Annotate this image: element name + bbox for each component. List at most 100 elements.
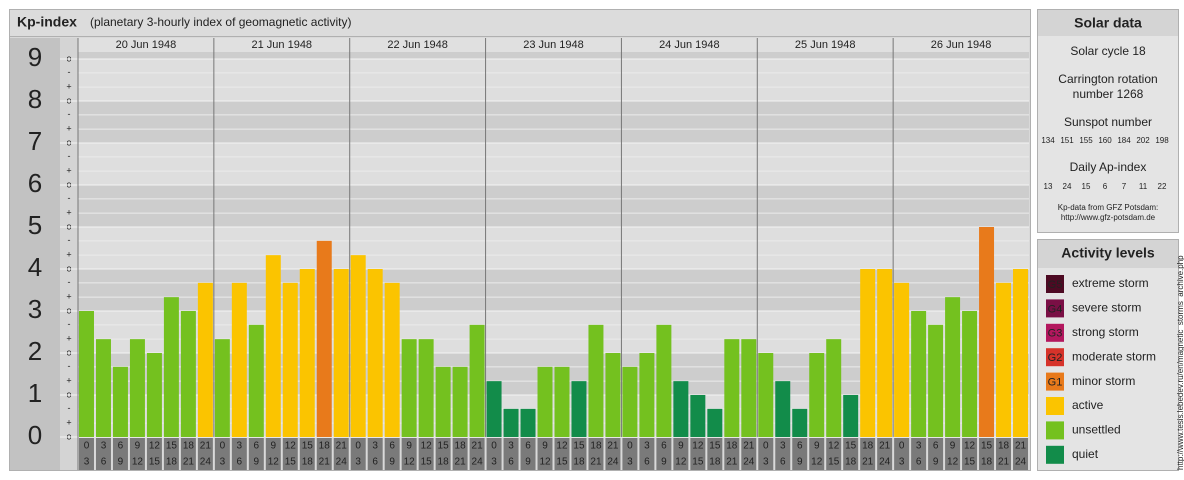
hour-box bbox=[79, 438, 94, 470]
chart-header bbox=[10, 10, 1030, 36]
bar bbox=[163, 297, 179, 437]
minor-tick-label: - bbox=[68, 151, 71, 161]
bar bbox=[333, 269, 349, 437]
minor-label-column bbox=[60, 38, 78, 470]
hour-start: 15 bbox=[166, 441, 178, 452]
hour-start: 21 bbox=[200, 441, 212, 452]
bar bbox=[435, 366, 451, 437]
bar bbox=[146, 353, 162, 437]
hour-end: 6 bbox=[644, 457, 650, 468]
hour-end: 18 bbox=[845, 457, 857, 468]
hour-start: 0 bbox=[899, 441, 905, 452]
sunspot-value: 155 bbox=[1079, 136, 1093, 145]
bar bbox=[384, 282, 400, 437]
hour-start: 6 bbox=[661, 441, 667, 452]
hour-start: 12 bbox=[421, 441, 433, 452]
hour-start: 15 bbox=[709, 441, 721, 452]
hour-start: 21 bbox=[607, 441, 619, 452]
hour-end: 6 bbox=[916, 457, 922, 468]
hour-start: 15 bbox=[438, 441, 450, 452]
bar bbox=[79, 311, 94, 437]
hour-start: 3 bbox=[508, 441, 514, 452]
hour-start: 0 bbox=[763, 441, 769, 452]
hour-end: 18 bbox=[438, 457, 450, 468]
minor-tick-label: + bbox=[66, 124, 71, 134]
hour-end: 9 bbox=[389, 457, 395, 468]
hour-box bbox=[996, 438, 1012, 470]
bar bbox=[775, 381, 791, 437]
hour-start: 15 bbox=[573, 441, 585, 452]
hour-start: 18 bbox=[726, 441, 738, 452]
hour-start: 15 bbox=[845, 441, 857, 452]
minor-tick-label: o bbox=[66, 137, 71, 147]
bar bbox=[639, 353, 655, 437]
hour-box bbox=[486, 438, 502, 470]
hour-end: 21 bbox=[183, 457, 195, 468]
band bbox=[78, 185, 1029, 227]
minor-tick-label: + bbox=[66, 418, 71, 428]
hour-box bbox=[724, 438, 740, 470]
solar-header bbox=[1038, 10, 1178, 36]
minor-tick-label: - bbox=[68, 277, 71, 287]
hour-start: 18 bbox=[862, 441, 874, 452]
sunspot-value: 202 bbox=[1136, 136, 1150, 145]
bar bbox=[520, 408, 536, 437]
bar bbox=[282, 282, 298, 437]
hour-box bbox=[605, 438, 621, 470]
hour-start: 3 bbox=[780, 441, 786, 452]
ap-value: 22 bbox=[1158, 182, 1167, 191]
bar bbox=[537, 366, 553, 437]
hour-box bbox=[860, 438, 876, 470]
hour-start: 18 bbox=[590, 441, 602, 452]
y-label-column bbox=[10, 38, 60, 470]
level-swatch bbox=[1046, 275, 1064, 293]
bar bbox=[843, 395, 859, 437]
hour-start: 6 bbox=[933, 441, 939, 452]
bar bbox=[180, 311, 196, 437]
bar bbox=[588, 324, 604, 437]
minor-tick-label: o bbox=[66, 389, 71, 399]
minor-tick-label: - bbox=[68, 403, 71, 413]
bar bbox=[758, 353, 774, 437]
minor-tick-label: o bbox=[66, 347, 71, 357]
hour-start: 12 bbox=[285, 441, 297, 452]
hour-box bbox=[826, 438, 842, 470]
minor-tick-label: - bbox=[68, 235, 71, 245]
hour-end: 24 bbox=[879, 457, 891, 468]
bar bbox=[945, 297, 961, 437]
hour-start: 3 bbox=[372, 441, 378, 452]
hour-end: 9 bbox=[525, 457, 531, 468]
minor-tick-label: - bbox=[68, 319, 71, 329]
y-tick-label: 4 bbox=[28, 252, 42, 282]
sunspot-value: 134 bbox=[1041, 136, 1055, 145]
y-tick-label: 5 bbox=[28, 210, 42, 240]
y-tick-label: 7 bbox=[28, 126, 42, 156]
level-label: unsettled bbox=[1072, 423, 1121, 437]
hour-end: 18 bbox=[709, 457, 721, 468]
solar-cycle: Solar cycle 18 bbox=[1070, 44, 1146, 58]
bar bbox=[792, 408, 808, 437]
bar bbox=[724, 339, 740, 437]
bar bbox=[95, 339, 111, 437]
bar bbox=[979, 227, 995, 437]
hour-end: 12 bbox=[539, 457, 551, 468]
hour-box bbox=[112, 438, 128, 470]
hour-end: 12 bbox=[132, 457, 144, 468]
hour-box bbox=[656, 438, 672, 470]
solar-title: Solar data bbox=[1074, 15, 1142, 31]
hour-start: 21 bbox=[336, 441, 348, 452]
hour-box bbox=[333, 438, 349, 470]
level-swatch bbox=[1046, 299, 1064, 318]
levels-header bbox=[1038, 240, 1178, 268]
sidebar: Solar data Solar cycle 18 Carrington rotat… bbox=[1041, 15, 1184, 470]
hour-start: 9 bbox=[271, 441, 277, 452]
hour-box bbox=[248, 438, 264, 470]
minor-tick-label: + bbox=[66, 376, 71, 386]
hour-end: 3 bbox=[763, 457, 769, 468]
minor-tick-label: o bbox=[66, 431, 71, 441]
minor-tick-label: o bbox=[66, 95, 71, 105]
sunspot-value: 151 bbox=[1060, 136, 1074, 145]
day-label: 23 Jun 1948 bbox=[523, 39, 584, 51]
hour-box bbox=[843, 438, 859, 470]
carrington: number 1268 bbox=[1073, 87, 1144, 101]
